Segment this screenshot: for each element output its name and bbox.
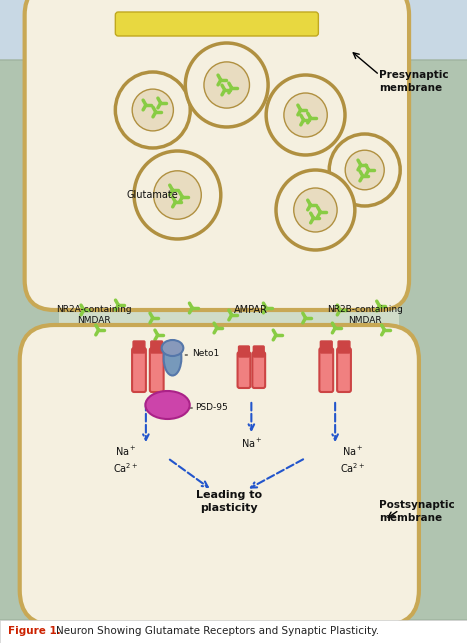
FancyBboxPatch shape bbox=[0, 60, 99, 620]
Circle shape bbox=[132, 89, 173, 131]
Circle shape bbox=[276, 170, 355, 250]
Circle shape bbox=[284, 93, 327, 137]
Circle shape bbox=[383, 329, 386, 332]
Text: Na$^+$: Na$^+$ bbox=[241, 437, 262, 450]
Circle shape bbox=[359, 163, 362, 167]
Circle shape bbox=[338, 309, 342, 312]
Circle shape bbox=[309, 203, 312, 206]
Circle shape bbox=[345, 150, 384, 190]
Circle shape bbox=[367, 168, 370, 172]
Circle shape bbox=[215, 327, 219, 330]
Circle shape bbox=[97, 329, 100, 332]
FancyBboxPatch shape bbox=[25, 0, 409, 310]
Text: NR2A-containing
NMDAR: NR2A-containing NMDAR bbox=[56, 305, 131, 325]
Circle shape bbox=[117, 303, 120, 307]
Text: Na$^+$
Ca$^{2+}$: Na$^+$ Ca$^{2+}$ bbox=[340, 445, 365, 475]
FancyBboxPatch shape bbox=[238, 346, 249, 357]
Circle shape bbox=[230, 86, 233, 89]
FancyBboxPatch shape bbox=[252, 352, 265, 388]
Ellipse shape bbox=[164, 341, 182, 376]
Ellipse shape bbox=[146, 391, 190, 419]
Text: Postsynaptic
membrane: Postsynaptic membrane bbox=[380, 500, 455, 523]
FancyBboxPatch shape bbox=[115, 12, 319, 36]
Circle shape bbox=[174, 201, 177, 204]
Circle shape bbox=[264, 307, 268, 309]
Circle shape bbox=[82, 309, 85, 312]
FancyBboxPatch shape bbox=[337, 348, 351, 392]
Circle shape bbox=[223, 88, 226, 91]
FancyBboxPatch shape bbox=[132, 348, 146, 392]
FancyBboxPatch shape bbox=[151, 341, 163, 353]
Circle shape bbox=[191, 307, 194, 309]
FancyBboxPatch shape bbox=[319, 348, 333, 392]
Text: Leading to
plasticity: Leading to plasticity bbox=[196, 490, 262, 513]
Text: PSD-95: PSD-95 bbox=[195, 404, 228, 413]
Text: NR2B-containing
NMDAR: NR2B-containing NMDAR bbox=[327, 305, 402, 325]
Circle shape bbox=[329, 134, 400, 206]
FancyBboxPatch shape bbox=[253, 346, 264, 357]
Circle shape bbox=[171, 188, 174, 192]
Circle shape bbox=[134, 151, 221, 239]
Ellipse shape bbox=[162, 340, 183, 356]
Circle shape bbox=[204, 62, 249, 108]
FancyBboxPatch shape bbox=[150, 348, 164, 392]
FancyBboxPatch shape bbox=[133, 341, 145, 353]
Circle shape bbox=[304, 316, 307, 320]
Circle shape bbox=[274, 334, 278, 336]
Circle shape bbox=[230, 313, 233, 316]
FancyBboxPatch shape bbox=[182, 535, 271, 635]
FancyBboxPatch shape bbox=[0, 620, 467, 643]
Circle shape bbox=[185, 43, 268, 127]
Circle shape bbox=[299, 109, 302, 112]
Circle shape bbox=[181, 195, 184, 199]
FancyBboxPatch shape bbox=[20, 325, 419, 625]
Circle shape bbox=[151, 316, 155, 320]
Text: Na$^+$
Ca$^{2+}$: Na$^+$ Ca$^{2+}$ bbox=[113, 445, 139, 475]
Circle shape bbox=[115, 72, 190, 148]
FancyBboxPatch shape bbox=[365, 60, 474, 620]
Text: AMPAR: AMPAR bbox=[234, 305, 268, 315]
Text: Neto1: Neto1 bbox=[192, 349, 219, 358]
FancyBboxPatch shape bbox=[320, 341, 332, 353]
Circle shape bbox=[154, 111, 157, 114]
Circle shape bbox=[154, 171, 201, 219]
Circle shape bbox=[312, 217, 315, 220]
FancyBboxPatch shape bbox=[338, 341, 350, 353]
Text: Presynaptic
membrane: Presynaptic membrane bbox=[380, 70, 449, 93]
Circle shape bbox=[219, 78, 222, 82]
Text: Figure 1.: Figure 1. bbox=[8, 626, 61, 636]
Text: Neuron Showing Glutamate Receptors and Synaptic Plasticity.: Neuron Showing Glutamate Receptors and S… bbox=[56, 626, 379, 636]
Circle shape bbox=[159, 102, 162, 105]
Text: Glutamate: Glutamate bbox=[127, 190, 179, 200]
Circle shape bbox=[309, 116, 312, 120]
FancyBboxPatch shape bbox=[59, 295, 399, 365]
Circle shape bbox=[144, 104, 147, 107]
FancyBboxPatch shape bbox=[0, 0, 467, 620]
Circle shape bbox=[156, 334, 159, 336]
Circle shape bbox=[319, 210, 322, 213]
Circle shape bbox=[361, 174, 365, 177]
Circle shape bbox=[266, 75, 345, 155]
Circle shape bbox=[334, 327, 337, 330]
Circle shape bbox=[378, 304, 381, 307]
Circle shape bbox=[302, 118, 305, 122]
FancyBboxPatch shape bbox=[237, 352, 250, 388]
Circle shape bbox=[294, 188, 337, 232]
